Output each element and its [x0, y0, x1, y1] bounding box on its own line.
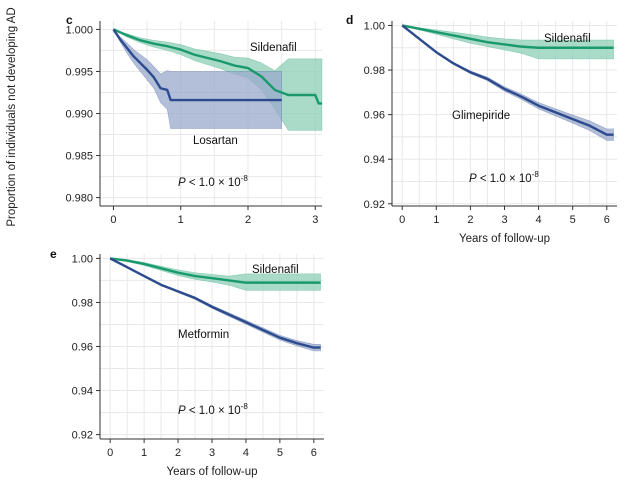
panel-d: d 0.92 0.94 0.96 0.98 1.00 0 1 2 3 4 5 6 Years of fol…: [346, 13, 617, 245]
x-tick-label: 1: [141, 447, 147, 459]
y-tick-label: 0.94: [72, 386, 93, 398]
y-tick-label: 0.98: [72, 297, 93, 309]
panel-letter: c: [66, 13, 73, 27]
y-tick-label: 0.990: [65, 109, 93, 121]
losartan-series-label: Losartan: [193, 135, 238, 147]
x-tick-label: 0: [107, 447, 113, 459]
x-tick-label: 3: [501, 214, 507, 226]
p-value-annotation: P < 1.0 × 10-8: [178, 402, 248, 417]
p-value-annotation: P < 1.0 × 10-8: [178, 174, 248, 189]
sildenafil-series-label: Sildenafil: [252, 264, 299, 276]
x-tick-label: 1: [433, 214, 439, 226]
x-tick-label: 0: [399, 214, 405, 226]
glimepiride-line: [401, 24, 614, 136]
y-tick-label: 0.92: [364, 199, 385, 211]
losartan-line: [112, 28, 282, 102]
x-tick-label: 5: [570, 214, 576, 226]
sildenafil-series-label: Sildenafil: [250, 42, 297, 54]
panel-letter: e: [50, 247, 57, 261]
x-tick-label: 2: [175, 447, 181, 459]
y-tick-label: 0.985: [65, 151, 93, 163]
x-axis-title: Years of follow-up: [459, 233, 550, 245]
x-tick-label: 3: [312, 214, 318, 226]
shared-y-axis-label: Proportion of individuals not developing…: [6, 7, 18, 227]
y-tick-label: 1.00: [364, 20, 385, 32]
x-tick-label: 6: [311, 447, 317, 459]
x-tick-label: 6: [604, 214, 610, 226]
x-tick-label: 1: [178, 214, 184, 226]
y-tick-label: 1.00: [72, 253, 93, 265]
x-tick-label: 2: [467, 214, 473, 226]
panel-c: c 0.980 0.985 0.990 0.995 1.000 0 1 2 3 Sildenafil…: [65, 13, 323, 226]
y-tick-label: 0.98: [364, 65, 385, 77]
y-tick-label: 0.94: [364, 154, 385, 166]
sildenafil-line: [112, 28, 322, 105]
x-tick-label: 3: [209, 447, 215, 459]
x-tick-label: 4: [536, 214, 542, 226]
y-tick-label: 0.980: [65, 193, 93, 205]
x-tick-label: 2: [245, 214, 251, 226]
y-tick-label: 0.995: [65, 66, 93, 78]
metformin-line: [109, 257, 321, 349]
sildenafil-line: [110, 257, 321, 284]
panel-e: e 0.92 0.94 0.96 0.98 1.00 0 1 2 3 4 5 6 Years of fol…: [50, 247, 324, 478]
x-tick-label: 4: [243, 447, 249, 459]
x-tick-label: 0: [110, 214, 116, 226]
y-tick-label: 0.92: [72, 430, 93, 442]
p-value-annotation: P < 1.0 × 10-8: [469, 170, 539, 185]
x-tick-label: 5: [277, 447, 283, 459]
y-tick-label: 1.000: [65, 24, 93, 36]
sildenafil-confidence-band: [402, 25, 614, 60]
glimepiride-series-label: Glimepiride: [452, 110, 510, 122]
sildenafil-series-label: Sildenafil: [544, 33, 591, 45]
panel-letter: d: [346, 13, 353, 27]
y-tick-label: 0.96: [72, 342, 93, 354]
y-tick-label: 0.96: [364, 110, 385, 122]
x-axis-title: Years of follow-up: [167, 466, 258, 478]
metformin-series-label: Metformin: [178, 329, 229, 341]
sildenafil-line: [401, 24, 614, 49]
